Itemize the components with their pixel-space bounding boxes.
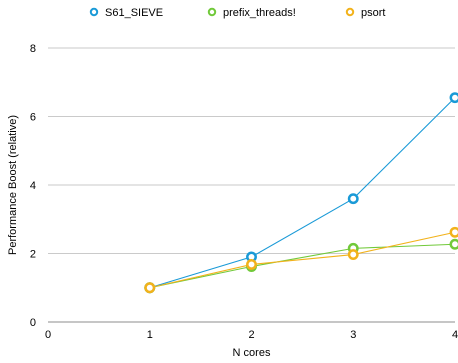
x-axis-title: N cores <box>233 347 271 359</box>
y-tick-label: 6 <box>30 112 36 124</box>
data-point <box>246 259 257 270</box>
x-tick-label: 0 <box>45 329 51 341</box>
data-point <box>449 226 458 238</box>
legend: S61_SIEVE prefix_threads! psort <box>89 7 385 19</box>
legend-marker-2 <box>345 7 355 17</box>
x-tick-label: 1 <box>147 329 153 341</box>
x-tick-label: 4 <box>452 329 458 341</box>
data-point <box>347 249 359 260</box>
legend-label-2: psort <box>361 7 385 19</box>
data-point <box>347 193 359 205</box>
legend-label-1: prefix_threads! <box>223 7 296 19</box>
y-axis: 0 2 4 6 8 <box>30 43 36 329</box>
x-axis: 0 1 2 3 4 <box>45 321 458 341</box>
x-tick-label: 2 <box>248 329 254 341</box>
data-point <box>144 282 156 294</box>
data-point <box>449 238 458 250</box>
series-layer <box>144 92 458 294</box>
y-axis-title: Performance Boost (relative) <box>7 115 19 255</box>
y-tick-label: 4 <box>30 180 36 192</box>
series-line-2 <box>149 231 456 289</box>
x-tick-label: 3 <box>350 329 356 341</box>
series-line-1 <box>149 243 456 289</box>
legend-marker-0 <box>89 7 99 17</box>
gridlines <box>48 47 455 254</box>
legend-marker-1 <box>207 7 217 17</box>
data-point <box>449 92 458 104</box>
series-line-0 <box>149 97 456 289</box>
y-tick-label: 8 <box>30 43 36 55</box>
y-tick-label: 2 <box>30 249 36 261</box>
y-tick-label: 0 <box>30 317 36 329</box>
legend-label-0: S61_SIEVE <box>105 7 163 19</box>
